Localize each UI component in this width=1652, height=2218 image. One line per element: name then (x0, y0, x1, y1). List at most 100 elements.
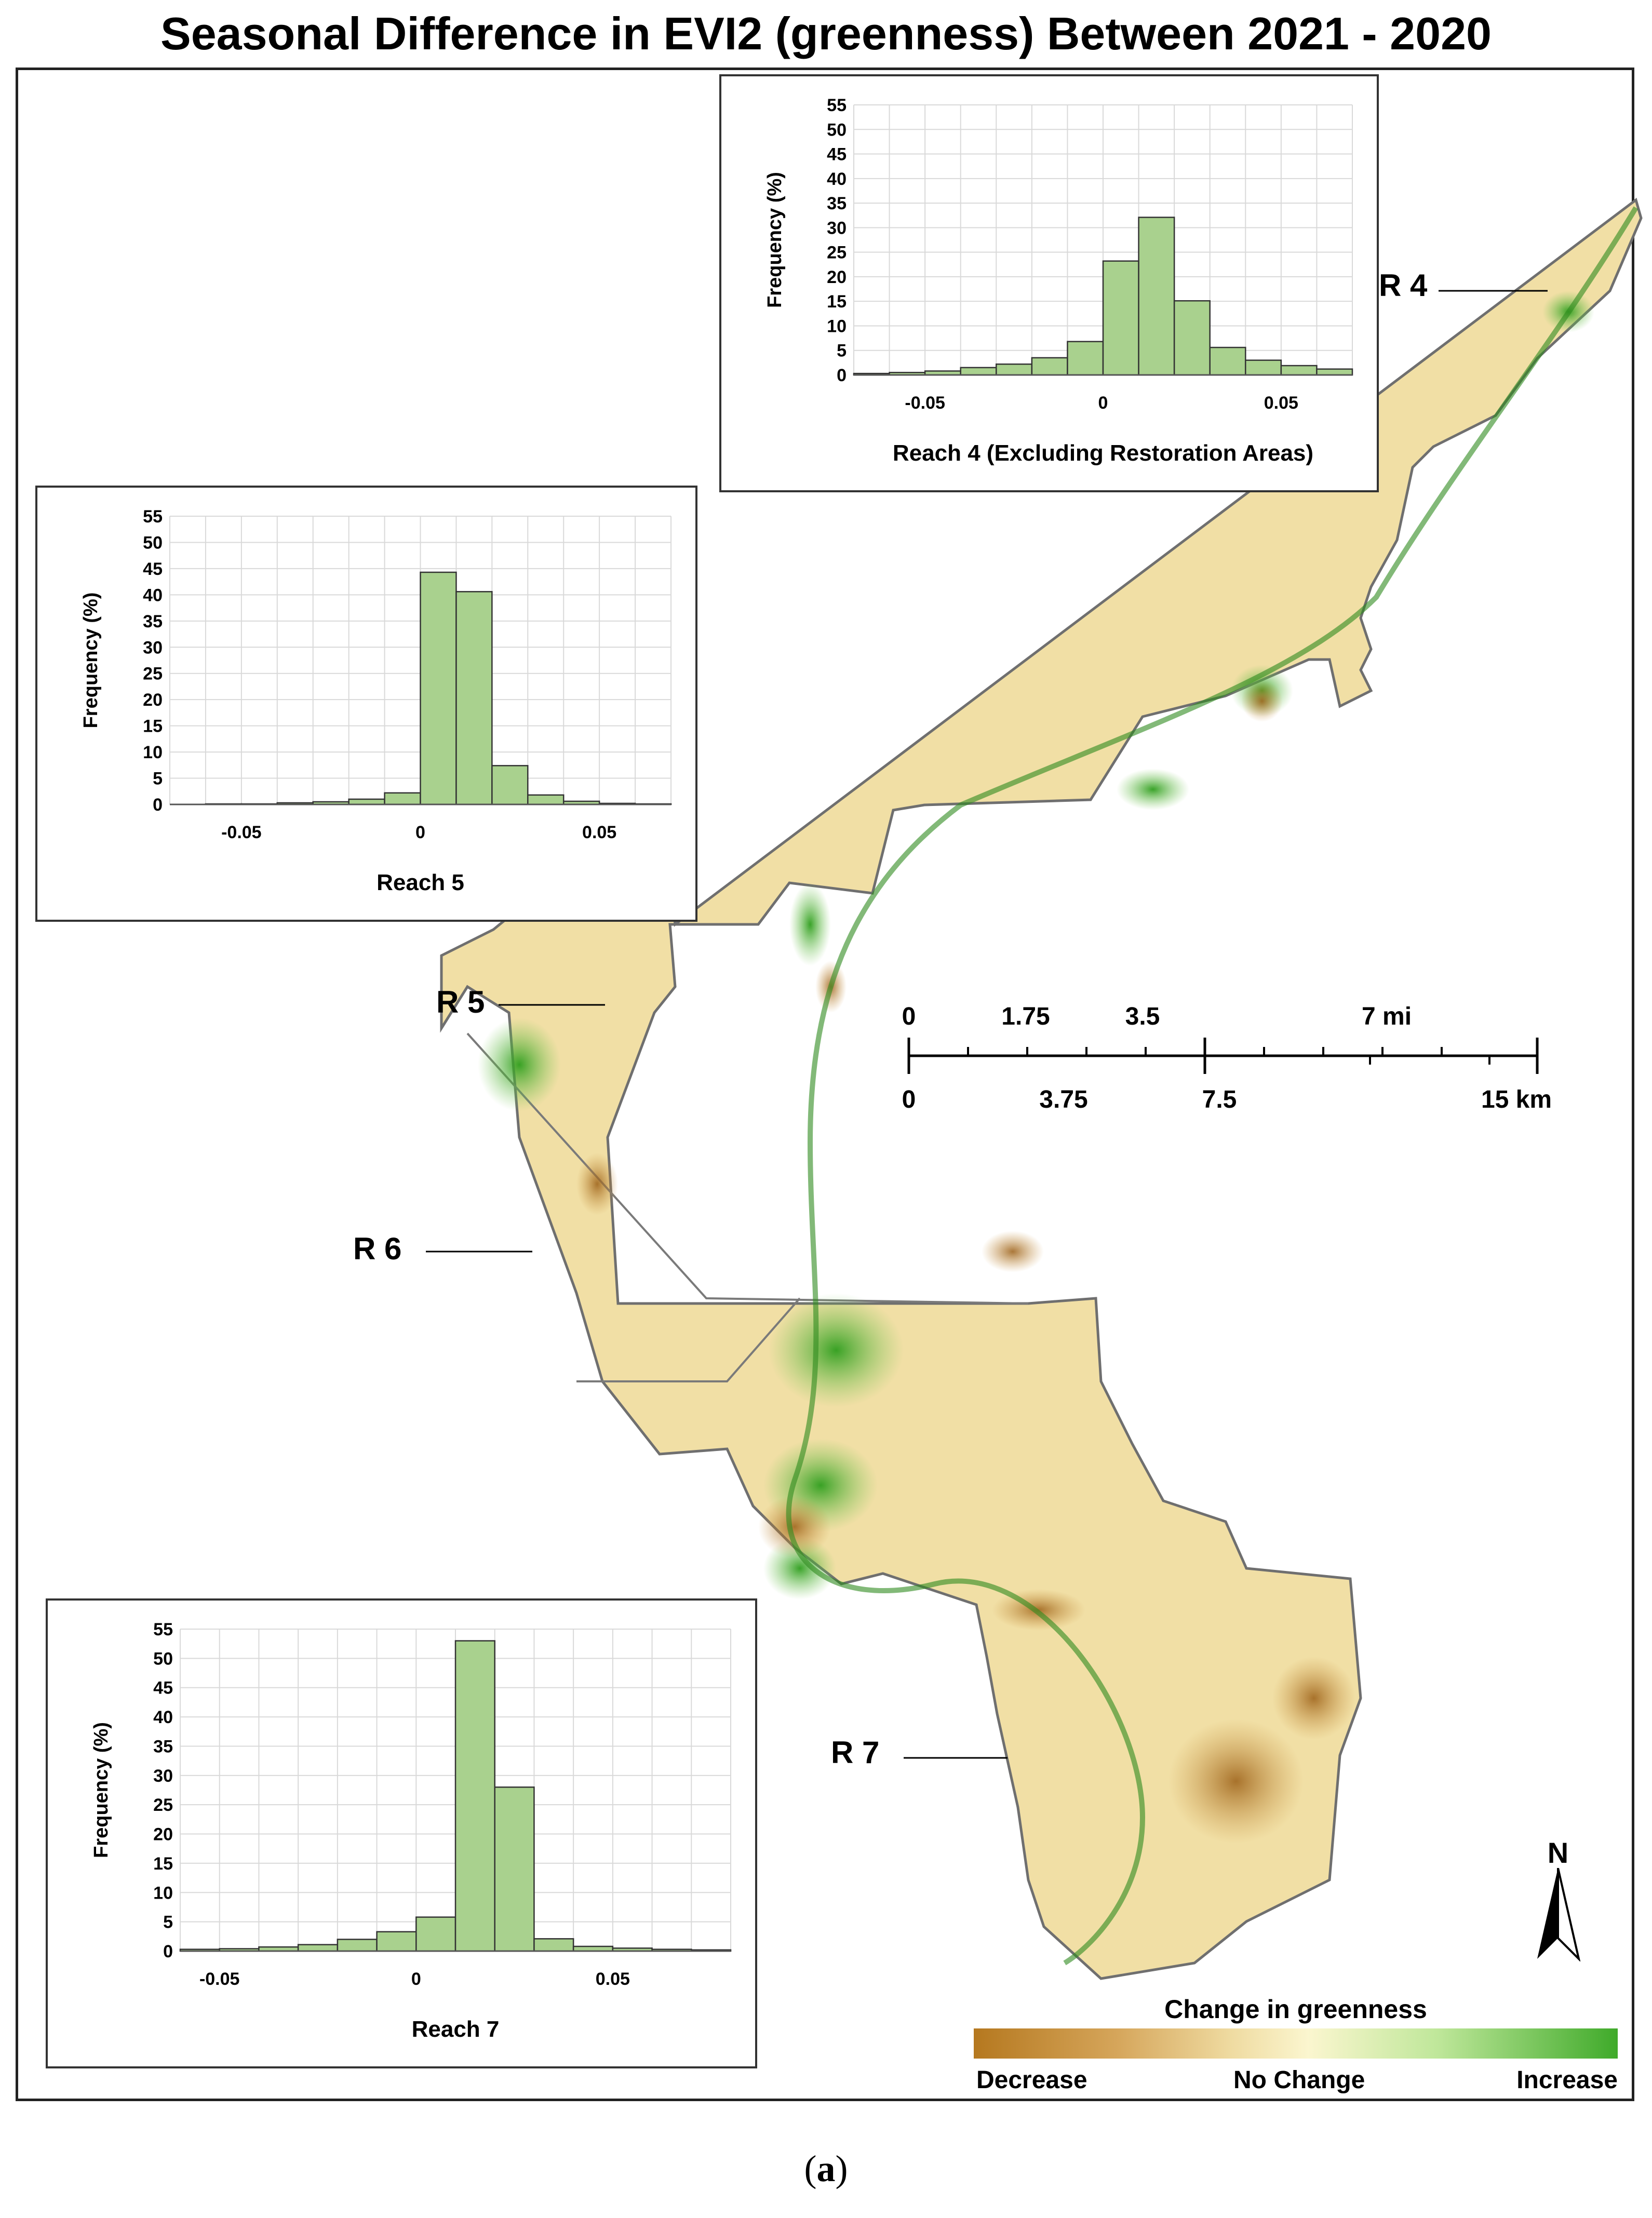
y-tick-label: 10 (827, 316, 847, 336)
scale-km-1: 3.75 (1039, 1086, 1088, 1113)
scale-km-2: 7.5 (1202, 1086, 1237, 1113)
y-tick-label: 55 (153, 1620, 173, 1639)
histogram-bar (454, 1640, 495, 1952)
y-tick-label: 50 (827, 120, 847, 140)
y-tick-label: 10 (143, 743, 163, 762)
y-tick-label: 30 (827, 218, 847, 238)
y-tick-label: 25 (153, 1795, 173, 1815)
x-axis-label: Reach 4 (Excluding Restoration Areas) (893, 440, 1313, 466)
y-tick-label: 0 (153, 795, 163, 815)
histogram-bar (1209, 346, 1246, 376)
y-tick-label: 15 (153, 1854, 173, 1874)
x-tick-label: 0 (1098, 393, 1108, 413)
histogram-bar (1031, 357, 1068, 376)
north-label: N (1547, 1836, 1569, 1869)
legend-title: Change in greenness (1164, 1995, 1427, 2024)
x-tick-label: -0.05 (905, 393, 945, 413)
figure-caption: (a) (0, 2147, 1652, 2190)
histogram-bar (297, 1944, 339, 1952)
y-tick-label: 30 (153, 1766, 173, 1786)
scale-km-3: 15 km (1481, 1086, 1552, 1113)
caption-close: ) (835, 2148, 848, 2189)
y-tick-label: 20 (827, 267, 847, 287)
reach-label-r5: R 5 (436, 985, 485, 1019)
histogram-bar (420, 571, 457, 805)
map-title: Seasonal Difference in EVI2 (greenness) … (160, 8, 1492, 59)
y-tick-label: 20 (153, 1825, 173, 1845)
histogram-bar (1138, 217, 1175, 376)
histogram-bar (996, 363, 1033, 376)
map-frame (16, 68, 1634, 2101)
y-tick-label: 15 (143, 717, 163, 736)
x-axis-label: Reach 5 (377, 870, 464, 895)
y-tick-label: 50 (143, 533, 163, 553)
scale-mi-0: 0 (902, 1003, 916, 1030)
reach-label-r6: R 6 (353, 1231, 402, 1266)
legend-color-ramp (974, 2028, 1618, 2059)
caption-letter: a (816, 2148, 836, 2189)
histogram-bar (1316, 368, 1353, 376)
y-tick-label: 40 (827, 169, 847, 189)
x-tick-label: 0.05 (1264, 393, 1298, 413)
north-arrow: N (1535, 1836, 1581, 1961)
y-tick-label: 20 (143, 690, 163, 710)
x-tick-label: 0.05 (596, 1969, 630, 1989)
y-axis-label: Frequency (%) (90, 1722, 112, 1858)
reach4-histogram: 0 5 10 15 20 25 30 35 40 45 50 55 -0.05 0 0.05 Reach 4 … (764, 96, 1353, 466)
legend-high-label: Increase (1516, 2066, 1618, 2094)
y-tick-label: 0 (837, 366, 847, 385)
reach-label-r4: R 4 (1379, 268, 1428, 303)
y-tick-label: 0 (163, 1942, 173, 1961)
histogram-bar (1245, 359, 1282, 376)
y-tick-label: 35 (153, 1737, 173, 1756)
y-tick-label: 40 (153, 1708, 173, 1727)
histogram-bar (533, 1938, 574, 1952)
scale-mi-1: 1.75 (1001, 1003, 1050, 1030)
histogram-bar (1102, 260, 1139, 376)
y-tick-label: 45 (153, 1678, 173, 1698)
y-tick-label: 5 (153, 769, 163, 789)
histogram-bar (491, 765, 529, 805)
reach7-histogram: 0 5 10 15 20 25 30 35 40 45 50 55 -0.05 0 0.05 Reach 7 F… (90, 1620, 732, 2042)
histogram-bar (960, 367, 997, 376)
x-tick-label: 0.05 (582, 823, 616, 842)
x-tick-label: 0 (411, 1969, 421, 1989)
reach4-histogram-inset: 0 5 10 15 20 25 30 35 40 45 50 55 -0.05 0 0.05 Reach 4 … (719, 74, 1379, 492)
greenness-legend: Change in greenness Decrease No Change I… (974, 1994, 1618, 2098)
histogram-bar (348, 798, 385, 805)
y-tick-label: 25 (143, 664, 163, 684)
histogram-bar (494, 1786, 535, 1952)
y-tick-label: 45 (827, 145, 847, 165)
legend-low-label: Decrease (976, 2066, 1087, 2094)
y-tick-label: 30 (143, 638, 163, 657)
x-tick-label: -0.05 (221, 823, 262, 842)
histogram-bar (376, 1931, 417, 1952)
y-tick-label: 50 (153, 1649, 173, 1669)
histogram-bar (1173, 300, 1211, 376)
scale-mi-2: 3.5 (1125, 1003, 1160, 1030)
reach5-histogram: 0 5 10 15 20 25 30 35 40 45 50 55 -0.05 0 0.05 Reach 5 F… (80, 507, 672, 895)
reach7-histogram-inset: 0 5 10 15 20 25 30 35 40 45 50 55 -0.05 0 0.05 Reach 7 F… (46, 1598, 757, 2068)
y-tick-label: 55 (143, 507, 163, 527)
scale-mi-3: 7 mi (1361, 1003, 1412, 1030)
caption-open: ( (804, 2148, 817, 2189)
y-tick-label: 15 (827, 292, 847, 312)
histogram-bar (1280, 365, 1318, 376)
y-axis-label: Frequency (%) (80, 593, 102, 729)
y-tick-label: 5 (837, 341, 847, 361)
y-tick-label: 25 (827, 243, 847, 263)
y-tick-label: 35 (827, 194, 847, 213)
y-tick-label: 55 (827, 96, 847, 115)
north-arrow-icon (1537, 1868, 1581, 1961)
histogram-bar (455, 591, 493, 805)
x-tick-label: -0.05 (199, 1969, 240, 1989)
histogram-bar (527, 794, 565, 805)
y-tick-label: 40 (143, 585, 163, 605)
histogram-bar (415, 1916, 456, 1952)
reach-label-r7: R 7 (831, 1735, 880, 1770)
y-tick-label: 5 (163, 1913, 173, 1932)
y-axis-label: Frequency (%) (764, 172, 786, 308)
histogram-bar (384, 792, 421, 805)
y-tick-label: 35 (143, 612, 163, 631)
